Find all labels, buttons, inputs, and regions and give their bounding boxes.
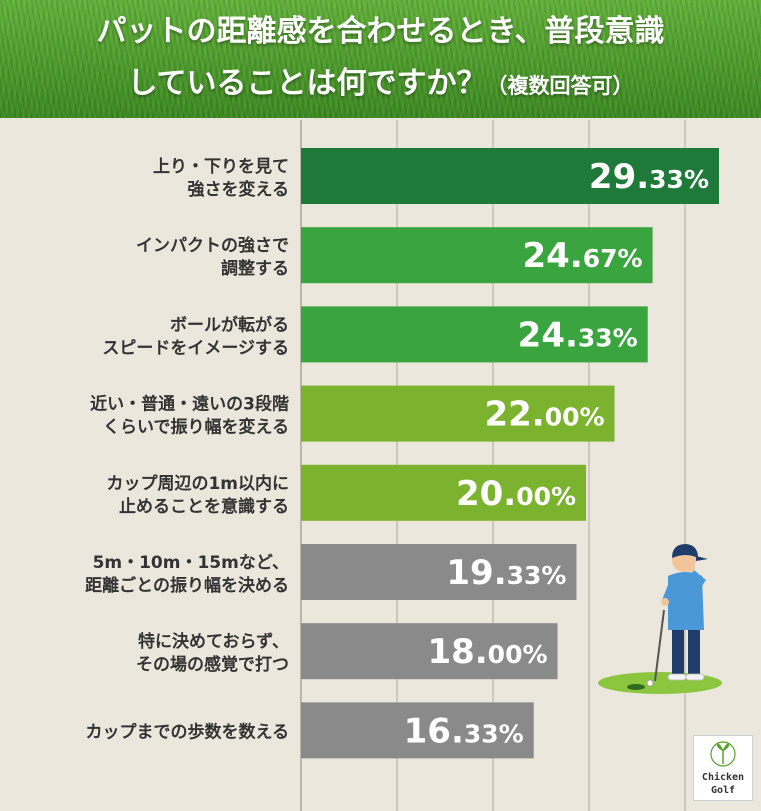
bar-6 [301,544,577,600]
value-label-4: 22.00% [484,395,604,435]
chart-title-line2: していることは何ですか？（複数回答可） [0,66,761,104]
chart-title-main: していることは何ですか？ [127,66,487,101]
chicken-golf-logo: Chicken Golf [693,735,753,801]
bar-7 [301,623,558,680]
category-label-1-line2: 強さを変える [188,179,290,200]
bar-3 [301,306,648,363]
golfer-illustration [598,544,722,694]
value-label-5: 20.00% [456,474,576,514]
category-label-6-line2: 距離ごとの振り幅を決める [85,575,289,596]
category-label-4-line1: 近い・普通・遠いの3段階 [90,394,289,415]
value-label-6: 19.33% [446,553,566,593]
value-label-7: 18.00% [427,632,547,672]
category-label-2-line2: 調整する [221,258,289,279]
bar-4 [301,385,615,442]
category-label-2-line1: インパクトの強さで [136,235,289,256]
value-label-1: 29.33% [589,157,709,197]
header-banner: パットの距離感を合わせるとき、普段意識 していることは何ですか？（複数回答可） [0,0,761,118]
category-label-7-line1: 特に決めておらず、 [138,631,289,652]
category-label-4-line2: くらいで振り幅を変える [103,417,289,438]
category-label-8-line1: カップまでの歩数を数える [86,721,290,742]
chart-title-note: （複数回答可） [486,74,634,98]
category-label-1-line1: 上り・下りを見て [153,157,289,177]
category-label-6-line1: 5m・10m・15mなど、 [93,553,289,573]
value-label-3: 24.33% [518,315,638,355]
value-label-8: 16.33% [404,711,524,751]
logo-emblem-icon [710,741,736,767]
category-label-3-line1: ボールが転がる [170,314,289,335]
value-label-2: 24.67% [523,236,643,276]
category-label-5-line2: 止めることを意識する [119,496,289,517]
logo-text-line1: Chicken [701,772,745,783]
bar-8 [301,702,534,759]
logo-text-line2: Golf [710,785,736,796]
category-label-3-line2: スピードをイメージする [102,338,289,358]
chart-title-line1: パットの距離感を合わせるとき、普段意識 [96,14,665,49]
bar-1 [301,148,719,204]
category-label-5-line1: カップ周辺の1m以内に [106,473,289,494]
bar-2 [301,227,653,284]
chart-panel: 29.33% 上り・下りを見て 強さを変える 24.67% インパクトの強さで 調整する 2… [16,120,745,811]
category-label-7-line2: その場の感覚で打つ [136,654,289,675]
bar-5 [301,464,587,521]
